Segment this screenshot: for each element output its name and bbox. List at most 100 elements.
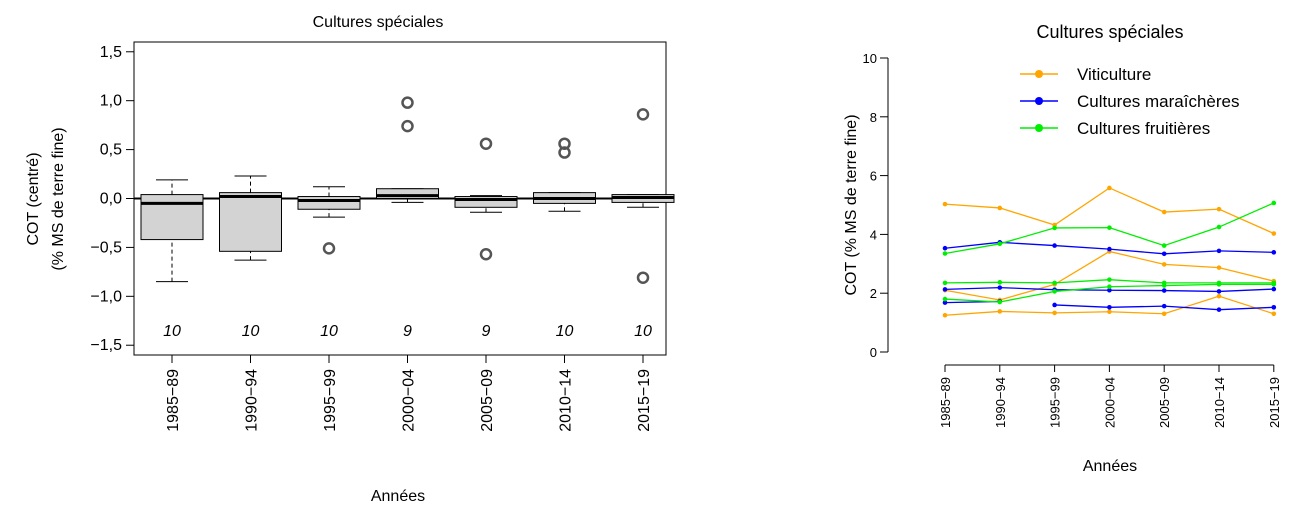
right-series-line bbox=[944, 250, 1274, 301]
left-y-tick-label: 1,5 bbox=[100, 44, 122, 61]
right-y-tick-label: 6 bbox=[870, 169, 877, 184]
left-sample-count: 10 bbox=[320, 323, 338, 340]
left-outlier-point bbox=[479, 248, 493, 261]
right-series-point bbox=[942, 280, 948, 286]
right-series-point bbox=[942, 245, 948, 251]
left-y-tick-label: −1,5 bbox=[90, 337, 122, 354]
right-x-tick-label: 2015−19 bbox=[1267, 377, 1282, 428]
right-series-point bbox=[997, 309, 1003, 314]
left-outlier-point bbox=[479, 137, 493, 150]
left-sample-count: 10 bbox=[556, 323, 574, 340]
left-x-tick-label: 1990−94 bbox=[244, 369, 261, 432]
right-series-point bbox=[1216, 289, 1222, 294]
right-legend-label: Viticulture bbox=[1077, 65, 1151, 84]
right-series-point bbox=[1216, 293, 1222, 299]
right-series-point bbox=[1052, 310, 1057, 316]
left-sample-count: 10 bbox=[242, 323, 260, 340]
right-series-point bbox=[1107, 277, 1112, 282]
right-series-point bbox=[1161, 243, 1167, 248]
right-y-tick-label: 2 bbox=[870, 286, 877, 301]
left-y-axis-label-line2: (% MS de terre fine) bbox=[50, 127, 67, 270]
right-x-tick-label: 2010−14 bbox=[1212, 377, 1227, 428]
right-series-point bbox=[997, 241, 1003, 247]
left-x-tick-label: 2000−04 bbox=[401, 369, 418, 432]
left-chart-title: Cultures spéciales bbox=[313, 14, 444, 31]
left-box bbox=[297, 196, 361, 210]
left-box bbox=[376, 188, 439, 199]
right-series-point bbox=[1052, 225, 1057, 231]
right-legend-swatch-point bbox=[1035, 97, 1043, 105]
right-series-point bbox=[1216, 206, 1222, 212]
right-series-point bbox=[1216, 282, 1222, 287]
left-outlier-point bbox=[322, 242, 336, 255]
left-box bbox=[140, 194, 204, 241]
right-series-point bbox=[1216, 224, 1222, 230]
right-y-tick-label: 4 bbox=[870, 227, 877, 242]
left-outlier-point bbox=[401, 119, 414, 133]
left-x-tick-label: 1985−89 bbox=[165, 369, 182, 432]
left-x-axis-label: Années bbox=[371, 488, 425, 505]
right-series-point bbox=[1107, 246, 1112, 252]
right-series-point bbox=[1271, 282, 1277, 287]
right-series-point bbox=[1052, 243, 1057, 248]
left-sample-count: 9 bbox=[403, 323, 412, 340]
right-series-point bbox=[1161, 251, 1167, 257]
right-series-point bbox=[1052, 280, 1057, 286]
right-series-point bbox=[1271, 250, 1277, 255]
right-series-point bbox=[1107, 284, 1112, 290]
right-series-point bbox=[1271, 311, 1277, 317]
right-series-point bbox=[1052, 302, 1057, 308]
right-x-tick-label: 2005−09 bbox=[1157, 377, 1172, 428]
left-outlier-point bbox=[401, 96, 414, 109]
left-y-tick-label: 0,5 bbox=[100, 142, 122, 159]
right-x-tick-label: 1995−99 bbox=[1048, 377, 1063, 428]
left-y-tick-label: 0,0 bbox=[100, 191, 122, 208]
right-series-point bbox=[1161, 283, 1167, 288]
right-series-point bbox=[997, 299, 1003, 305]
right-x-tick-label: 1985−89 bbox=[938, 377, 953, 428]
left-y-tick-label: −0,5 bbox=[90, 239, 122, 256]
right-series-point bbox=[1107, 287, 1112, 293]
right-legend-swatch-point bbox=[1035, 70, 1043, 78]
left-outlier-point bbox=[558, 146, 571, 159]
left-x-tick-label: 2005−09 bbox=[479, 369, 496, 432]
right-x-tick-label: 1990−94 bbox=[993, 377, 1008, 428]
right-series-point bbox=[1271, 286, 1277, 292]
right-series-point bbox=[1161, 209, 1167, 215]
right-legend-label: Cultures maraîchères bbox=[1077, 92, 1240, 111]
right-series-point bbox=[1216, 265, 1222, 270]
right-series-point bbox=[942, 201, 948, 207]
left-outlier-point bbox=[636, 108, 650, 121]
left-sample-count: 10 bbox=[163, 323, 181, 340]
left-boxplot-chart: Cultures spéciales COT (centré) (% MS de… bbox=[25, 14, 675, 505]
left-x-tick-label: 2010−14 bbox=[558, 369, 575, 432]
left-y-tick-label: 1,0 bbox=[100, 93, 122, 110]
right-series-point bbox=[1107, 309, 1112, 315]
right-x-axis-label: Années bbox=[1083, 458, 1137, 475]
right-series-point bbox=[942, 251, 948, 256]
right-series-point bbox=[1107, 185, 1112, 191]
left-box bbox=[454, 196, 518, 208]
left-y-tick-label: −1,0 bbox=[90, 288, 122, 305]
right-series-point bbox=[942, 312, 948, 318]
right-series-point bbox=[997, 280, 1003, 285]
right-y-axis-label: COT (% MS de terre fine) bbox=[843, 114, 860, 295]
right-y-tick-label: 0 bbox=[870, 345, 877, 360]
right-series-point bbox=[1107, 305, 1112, 310]
left-outlier-point bbox=[636, 271, 650, 284]
right-x-tick-label: 2000−04 bbox=[1102, 377, 1117, 428]
right-series-point bbox=[1216, 248, 1222, 254]
right-series-point bbox=[1161, 303, 1167, 309]
right-legend-swatch-point bbox=[1035, 124, 1043, 132]
left-sample-count: 9 bbox=[482, 323, 491, 340]
right-y-tick-label: 8 bbox=[870, 110, 877, 125]
left-box bbox=[219, 192, 282, 252]
right-series-point bbox=[1161, 288, 1167, 293]
right-series-point bbox=[1271, 305, 1277, 310]
right-series-point bbox=[1161, 311, 1167, 317]
right-series-point bbox=[942, 300, 948, 305]
right-series-point bbox=[1161, 262, 1167, 267]
right-series-point bbox=[942, 296, 948, 302]
right-series-point bbox=[1271, 200, 1277, 206]
